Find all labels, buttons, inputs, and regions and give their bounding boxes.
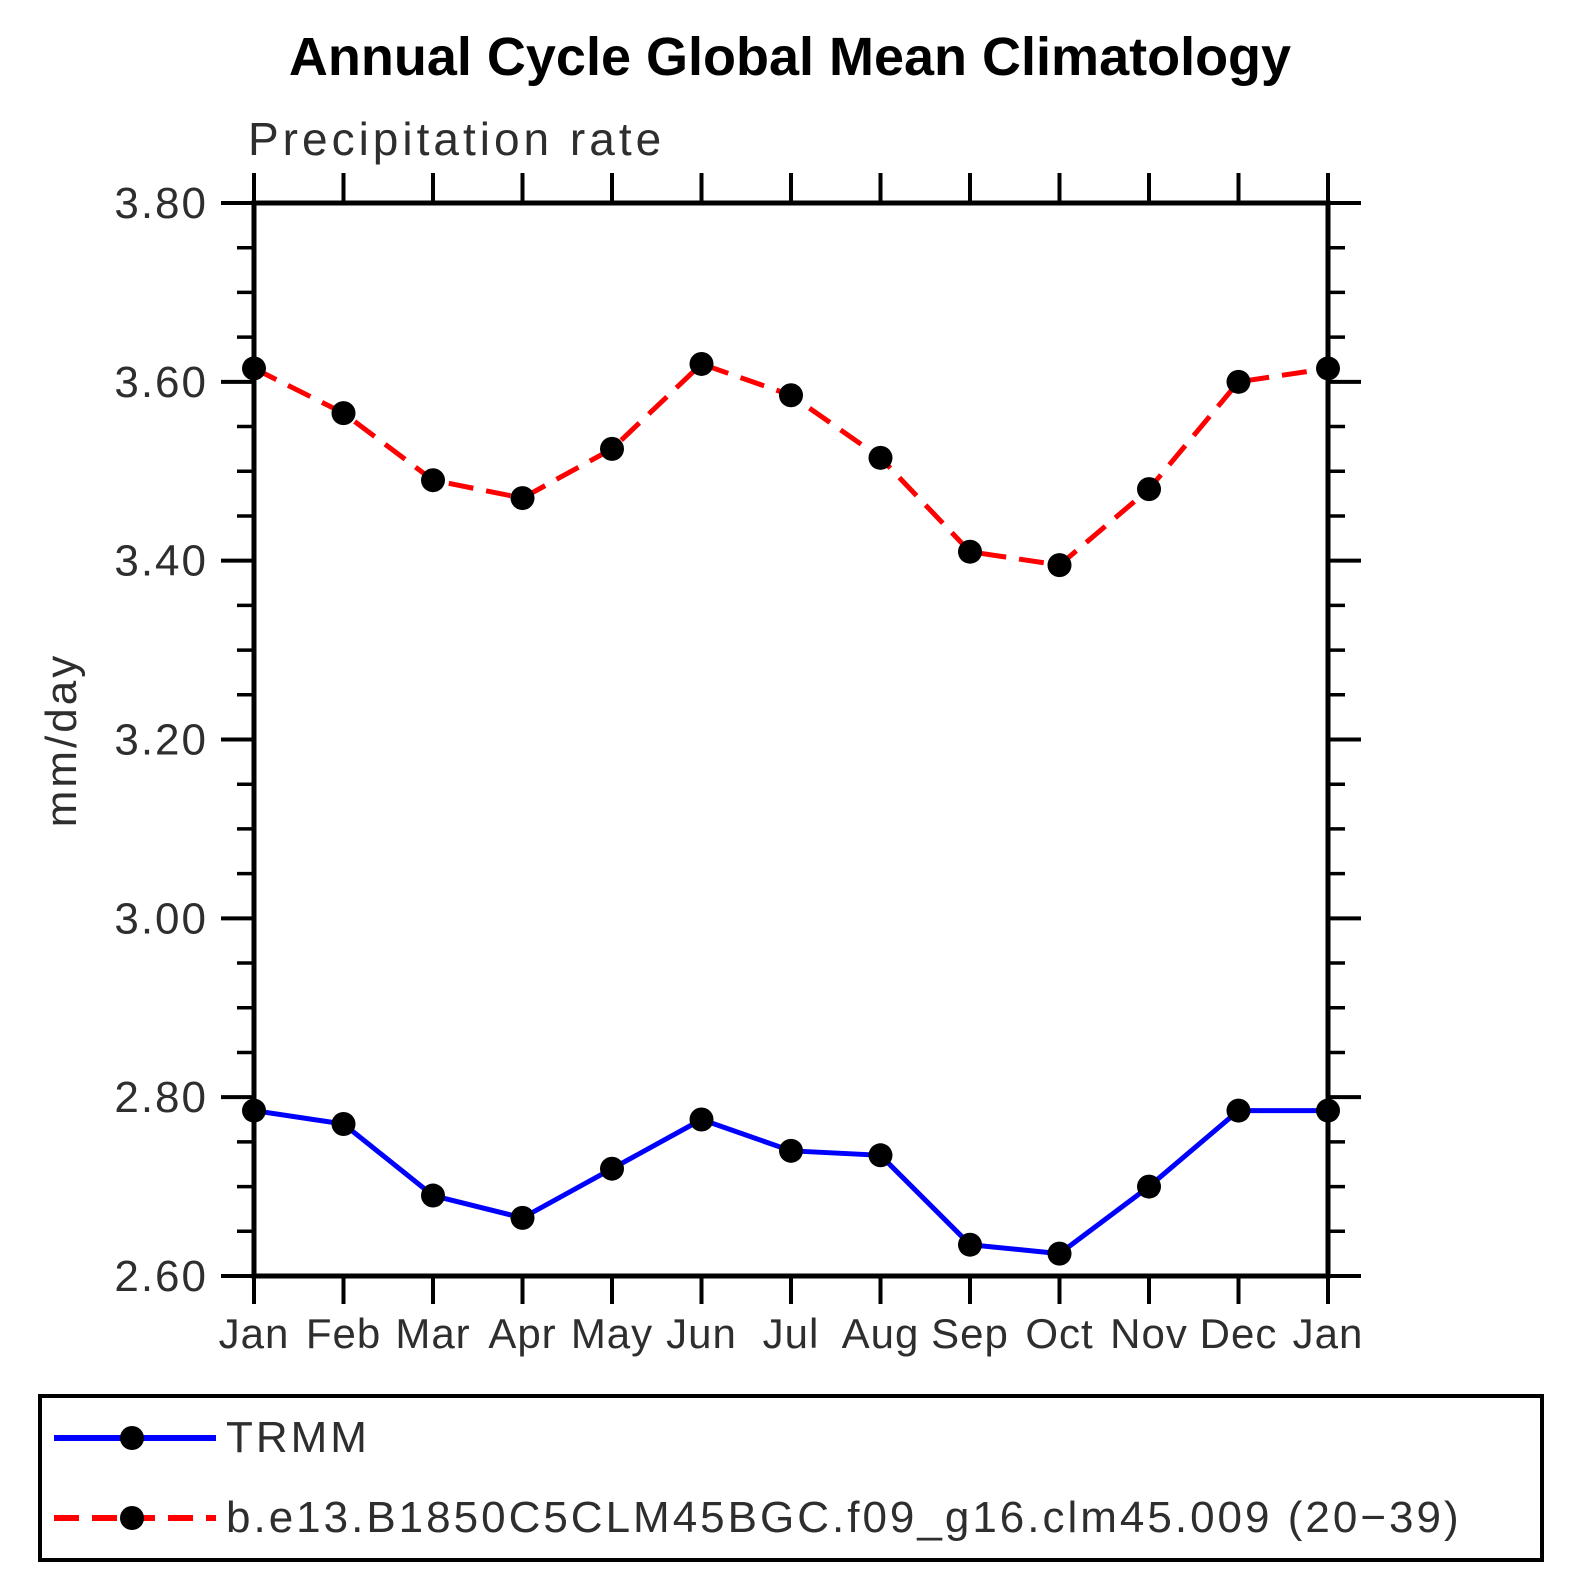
y-axis-tick-label: 2.80 <box>114 1073 208 1122</box>
data-point-marker-model <box>331 401 356 426</box>
data-point-marker-model <box>1226 369 1251 394</box>
x-axis-tick-label: Sep <box>931 1310 1009 1357</box>
data-point-marker-model <box>1137 477 1161 502</box>
series-line-trmm <box>253 1108 1328 1257</box>
data-point-marker-model <box>421 468 445 493</box>
data-point-marker-model <box>1316 356 1340 381</box>
data-point-marker-trmm <box>331 1111 356 1136</box>
data-point-marker-trmm <box>242 1098 266 1123</box>
y-axis-tick-label: 3.40 <box>114 537 208 586</box>
chart-subtitle: Precipitation rate <box>248 113 666 165</box>
data-point-marker-trmm <box>1226 1098 1251 1123</box>
legend-line-sample-solid <box>54 1426 216 1450</box>
legend-marker-dot <box>120 1426 144 1450</box>
x-axis-tick-label: Jan <box>1293 1310 1364 1357</box>
data-point-marker-model <box>689 351 714 376</box>
legend-label-model: b.e13.B1850C5CLM45BGC.f09_g16.clm45.009 … <box>226 1493 1462 1542</box>
data-point-marker-trmm <box>510 1205 535 1230</box>
x-axis-tick-label: May <box>571 1310 653 1357</box>
y-axis-tick-label: 3.00 <box>114 894 208 943</box>
y-axis-tick-label: 3.20 <box>114 716 208 765</box>
data-point-marker-trmm <box>958 1232 982 1257</box>
x-axis-tick-label: Jun <box>666 1310 737 1357</box>
x-axis-tick-label: Nov <box>1110 1310 1188 1357</box>
data-point-marker-model <box>510 486 535 511</box>
x-axis-tick-label: Dec <box>1200 1310 1278 1357</box>
data-point-marker-trmm <box>1047 1241 1072 1266</box>
data-point-marker-model <box>1047 553 1072 578</box>
x-axis-tick-label: Aug <box>842 1310 920 1357</box>
legend-box: TRMM b.e13.B1850C5CLM45BGC.f09_g16.clm45… <box>38 1394 1544 1562</box>
x-axis-tick-label: Jul <box>763 1310 820 1357</box>
data-point-marker-model <box>868 445 893 470</box>
x-axis-tick-label: Oct <box>1025 1310 1093 1357</box>
data-point-marker-trmm <box>1137 1174 1161 1199</box>
x-axis-tick-label: Feb <box>306 1310 381 1357</box>
data-point-marker-trmm <box>779 1138 803 1163</box>
data-point-marker-model <box>779 383 803 408</box>
data-point-marker-model <box>242 356 266 381</box>
data-point-marker-trmm <box>600 1156 624 1181</box>
legend-item-trmm: TRMM <box>42 1398 1540 1478</box>
x-axis-tick-label: Jan <box>219 1310 290 1357</box>
chart-title: Annual Cycle Global Mean Climatology <box>288 27 1292 87</box>
legend-label-trmm: TRMM <box>226 1413 370 1462</box>
legend-marker-dot <box>120 1506 144 1530</box>
data-point-marker-trmm <box>421 1183 445 1208</box>
data-point-marker-trmm <box>689 1107 714 1132</box>
plot-border <box>251 200 1331 1279</box>
data-point-marker-model <box>958 539 982 564</box>
y-axis-tick-label: 3.60 <box>114 358 208 407</box>
legend-line-sample-dashed <box>54 1506 216 1530</box>
y-axis-tick-label: 3.80 <box>114 179 208 228</box>
data-point-marker-model <box>600 436 624 461</box>
x-axis-tick-label: Apr <box>488 1310 556 1357</box>
x-axis-tick-label: Mar <box>395 1310 470 1357</box>
legend-item-model: b.e13.B1850C5CLM45BGC.f09_g16.clm45.009 … <box>42 1478 1540 1558</box>
y-axis-tick-label: 2.60 <box>114 1252 208 1301</box>
data-point-marker-trmm <box>1316 1098 1340 1123</box>
data-point-marker-trmm <box>868 1143 893 1168</box>
